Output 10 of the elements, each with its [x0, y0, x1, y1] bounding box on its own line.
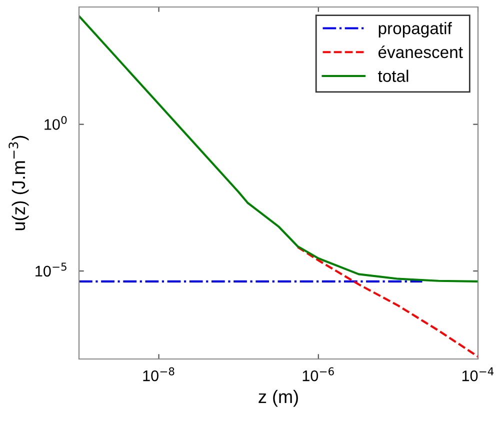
legend-label: évanescent — [378, 46, 463, 58]
x-tick-label: 10$^{−4}$ — [462, 367, 494, 382]
x-tick-label: 10$^{−6}$ — [302, 367, 334, 382]
x-axis-title: z (m) — [258, 390, 298, 407]
y-axis-title: u(z) (J.m$^{−3}$) — [8, 136, 29, 230]
y-tick-label: 10$^{−5}$ — [36, 262, 66, 277]
legend-label: propagatif — [378, 22, 452, 38]
x-tick-label: 10$^{−8}$ — [143, 367, 174, 382]
y-tick-label: 10$^{0}$ — [44, 116, 67, 130]
legend-label: total — [378, 70, 408, 82]
